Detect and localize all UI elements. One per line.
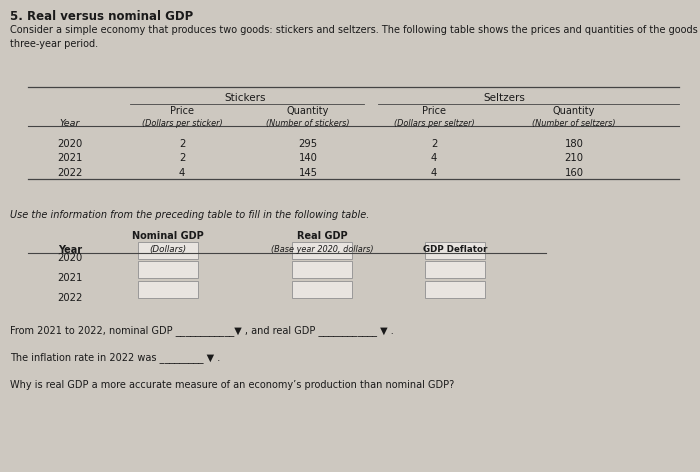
- Text: 4: 4: [179, 168, 185, 177]
- Text: 2: 2: [178, 139, 186, 149]
- FancyBboxPatch shape: [292, 242, 353, 259]
- Text: (Dollars per sticker): (Dollars per sticker): [141, 119, 223, 128]
- Text: (Dollars per seltzer): (Dollars per seltzer): [393, 119, 475, 128]
- Text: Price: Price: [422, 106, 446, 116]
- Text: (Base year 2020, dollars): (Base year 2020, dollars): [271, 245, 373, 254]
- Text: GDP Deflator: GDP Deflator: [423, 245, 487, 254]
- Text: 2020: 2020: [57, 253, 83, 263]
- Text: Quantity: Quantity: [553, 106, 595, 116]
- FancyBboxPatch shape: [292, 261, 353, 278]
- Text: 5. Real versus nominal GDP: 5. Real versus nominal GDP: [10, 10, 194, 24]
- Text: 2021: 2021: [57, 273, 83, 283]
- Text: Quantity: Quantity: [287, 106, 329, 116]
- Text: Year: Year: [60, 119, 80, 128]
- Text: Price: Price: [170, 106, 194, 116]
- Text: 210: 210: [564, 153, 584, 163]
- FancyBboxPatch shape: [292, 281, 353, 298]
- Text: (Number of seltzers): (Number of seltzers): [532, 119, 616, 128]
- Text: 2: 2: [178, 153, 186, 163]
- Text: 2022: 2022: [57, 168, 83, 177]
- Text: Nominal GDP: Nominal GDP: [132, 231, 204, 241]
- FancyBboxPatch shape: [424, 242, 486, 259]
- Text: Year: Year: [58, 245, 82, 255]
- Text: (Number of stickers): (Number of stickers): [266, 119, 350, 128]
- Text: 2022: 2022: [57, 293, 83, 303]
- Text: 160: 160: [564, 168, 584, 177]
- Text: Use the information from the preceding table to fill in the following table.: Use the information from the preceding t…: [10, 210, 370, 219]
- Text: 2020: 2020: [57, 139, 83, 149]
- Text: 145: 145: [298, 168, 318, 177]
- Text: 295: 295: [298, 139, 318, 149]
- Text: 2: 2: [430, 139, 438, 149]
- Text: Seltzers: Seltzers: [483, 93, 525, 103]
- Text: 140: 140: [299, 153, 317, 163]
- Text: Real GDP: Real GDP: [297, 231, 347, 241]
- FancyBboxPatch shape: [424, 261, 486, 278]
- Text: From 2021 to 2022, nominal GDP ____________▼ , and real GDP ____________ ▼ .: From 2021 to 2022, nominal GDP _________…: [10, 325, 394, 336]
- Text: 2021: 2021: [57, 153, 83, 163]
- Text: 4: 4: [431, 153, 437, 163]
- Text: The inflation rate in 2022 was _________ ▼ .: The inflation rate in 2022 was _________…: [10, 353, 220, 363]
- Text: Stickers: Stickers: [224, 93, 266, 103]
- FancyBboxPatch shape: [137, 281, 199, 298]
- Text: (Dollars): (Dollars): [149, 245, 187, 254]
- Text: Consider a simple economy that produces two goods: stickers and seltzers. The fo: Consider a simple economy that produces …: [10, 25, 700, 49]
- Text: Why is real GDP a more accurate measure of an economy’s production than nominal : Why is real GDP a more accurate measure …: [10, 380, 455, 390]
- FancyBboxPatch shape: [137, 261, 199, 278]
- FancyBboxPatch shape: [137, 242, 199, 259]
- Text: 4: 4: [431, 168, 437, 177]
- FancyBboxPatch shape: [424, 281, 486, 298]
- Text: 180: 180: [565, 139, 583, 149]
